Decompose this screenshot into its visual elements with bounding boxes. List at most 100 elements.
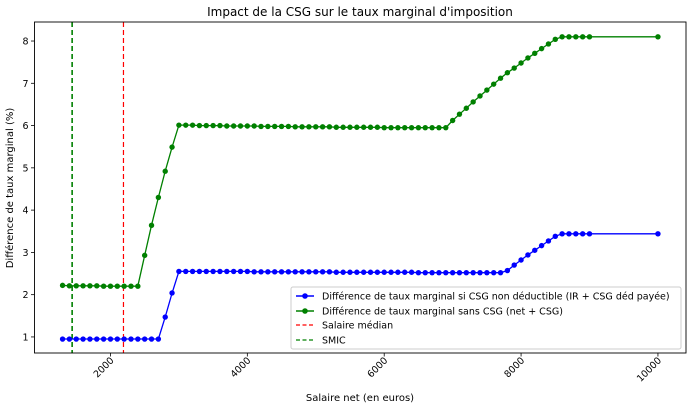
data-point: [285, 123, 292, 130]
data-point: [402, 269, 408, 275]
legend-label: Différence de taux marginal sans CSG (ne…: [322, 307, 563, 318]
data-point: [532, 247, 538, 253]
x-axis-label: Salaire net (en euros): [306, 393, 414, 404]
data-point: [354, 269, 360, 275]
data-point: [251, 269, 257, 275]
data-point: [504, 70, 511, 76]
data-point: [183, 122, 189, 128]
data-point: [176, 122, 182, 128]
data-point: [538, 45, 545, 52]
data-point: [203, 268, 209, 275]
y-tick-label: 3: [22, 248, 28, 259]
data-point: [470, 269, 476, 276]
data-point: [224, 123, 230, 129]
plot-area: 2000 4000 6000 8000 10000 1 2 3 4 5 6 7 8: [22, 21, 687, 385]
legend-label: Différence de taux marginal si CSG non d…: [322, 292, 670, 303]
data-point: [566, 34, 572, 40]
data-point: [59, 336, 66, 342]
data-point: [552, 233, 558, 240]
data-point: [141, 336, 148, 342]
data-point: [579, 34, 586, 40]
data-point: [429, 124, 435, 131]
chart-title: Impact de la CSG sur le taux marginal d'…: [207, 5, 513, 19]
data-point: [388, 269, 394, 275]
data-point: [217, 268, 223, 275]
data-point: [237, 123, 244, 129]
data-point: [196, 122, 203, 129]
data-point: [94, 283, 100, 289]
data-point: [258, 123, 264, 130]
y-tick-label: 4: [22, 206, 28, 217]
data-point: [319, 269, 326, 275]
data-point: [525, 252, 531, 258]
data-point: [436, 124, 442, 131]
data-point: [347, 124, 353, 130]
data-point: [278, 269, 285, 275]
data-point: [80, 283, 86, 289]
data-point: [237, 268, 244, 275]
data-point: [484, 87, 490, 93]
data-point: [449, 269, 456, 276]
data-point: [443, 124, 449, 131]
data-point: [347, 269, 353, 275]
data-point: [490, 81, 497, 87]
x-tick-label: 2000: [92, 355, 117, 380]
data-point: [100, 336, 107, 342]
data-point: [470, 99, 476, 105]
data-point: [436, 269, 442, 276]
data-point: [566, 231, 572, 237]
data-point: [477, 269, 483, 276]
data-point: [292, 124, 298, 130]
data-point: [415, 124, 422, 131]
data-point: [408, 124, 415, 131]
data-point: [655, 231, 661, 237]
axes-frame: [34, 21, 687, 354]
data-point: [272, 269, 278, 275]
data-point: [518, 60, 524, 66]
y-tick-label: 2: [22, 290, 28, 301]
data-point: [100, 283, 107, 289]
data-point: [395, 124, 401, 131]
y-axis-label: Différence de taux marginal (%): [4, 108, 16, 269]
data-point: [415, 269, 422, 276]
data-point: [244, 123, 251, 129]
x-tick-label: 6000: [365, 355, 390, 380]
data-point: [381, 269, 387, 275]
legend-entry-green: Différence de taux marginal sans CSG (ne…: [296, 307, 563, 318]
data-point: [388, 124, 394, 131]
data-point: [326, 124, 333, 130]
data-point: [525, 55, 531, 61]
data-point: [367, 124, 374, 130]
data-point: [121, 283, 127, 289]
x-tick-label: 4000: [229, 355, 254, 380]
data-point: [340, 269, 346, 275]
data-point: [87, 336, 93, 342]
data-point: [326, 269, 333, 275]
data-point: [395, 269, 401, 275]
data-point: [655, 34, 661, 40]
y-tick-label: 6: [22, 121, 28, 132]
data-point: [162, 314, 168, 320]
data-point: [183, 268, 189, 275]
x-tick-label: 8000: [502, 355, 527, 380]
data-point: [579, 231, 586, 237]
data-point: [319, 124, 326, 130]
data-point: [456, 111, 463, 117]
data-point: [333, 124, 339, 130]
data-point: [224, 268, 230, 275]
data-point: [107, 336, 114, 342]
data-point: [258, 269, 264, 275]
data-point: [251, 123, 257, 129]
data-point: [374, 269, 381, 275]
data-point: [66, 336, 73, 342]
series-line-1: [62, 36, 658, 287]
data-point: [162, 168, 168, 174]
data-point: [340, 124, 346, 130]
data-point: [189, 122, 196, 128]
data-point: [155, 336, 162, 342]
data-point: [278, 123, 285, 130]
y-tick-label: 1: [22, 332, 28, 343]
data-point: [456, 269, 463, 276]
data-point: [532, 50, 538, 56]
data-point: [66, 283, 73, 289]
